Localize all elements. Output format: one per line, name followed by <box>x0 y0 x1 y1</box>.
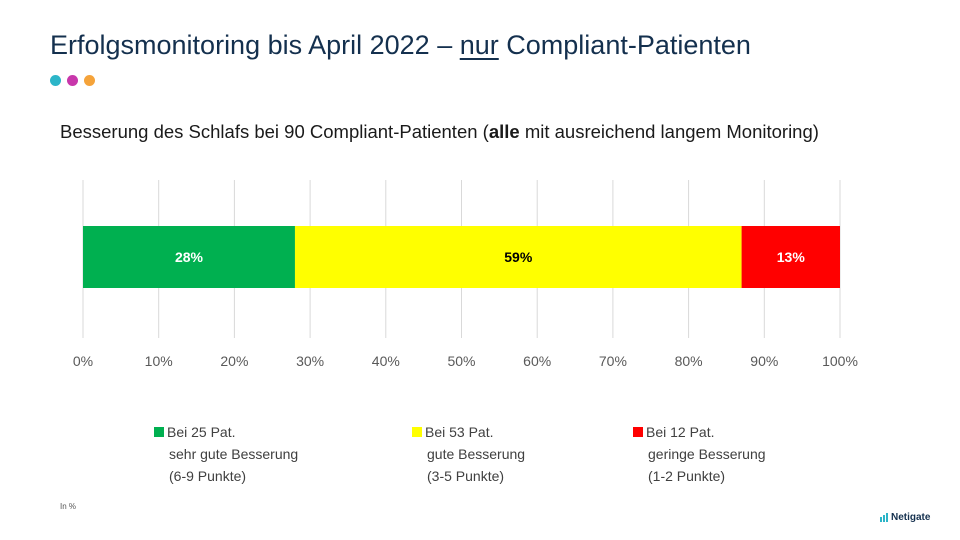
dot-magenta <box>67 75 78 86</box>
brand-logo: Netigate <box>880 512 930 523</box>
legend-swatch-red <box>633 427 643 437</box>
x-tick-label: 80% <box>675 353 703 369</box>
title-suffix: Compliant-Patienten <box>506 30 751 60</box>
x-tick-label: 60% <box>523 353 551 369</box>
bar-segment-1 <box>83 226 295 288</box>
legend-line: geringe Besserung <box>648 446 766 462</box>
footnote: In % <box>60 502 77 511</box>
brand-name: Netigate <box>891 512 931 523</box>
title-highlight: nur <box>459 30 499 60</box>
data-label: 13% <box>777 249 806 265</box>
chart-subtitle: Besserung des Schlafs bei 90 Compliant-P… <box>60 120 840 143</box>
subtitle-bold: alle <box>488 121 520 142</box>
title-prefix: Erfolgsmonitoring bis April 2022 – <box>50 30 453 60</box>
subtitle-part2: mit ausreichend langem Monitoring) <box>519 121 819 142</box>
legend-line: (1-2 Punkte) <box>648 468 726 484</box>
legend-swatch-yellow <box>412 427 422 437</box>
legend-item-gering: Bei 12 Pat. geringe Besserung (1-2 Punkt… <box>633 421 766 487</box>
bar-segment-2 <box>294 226 742 288</box>
legend-line: Bei 53 Pat. <box>425 424 494 440</box>
x-tick-label: 30% <box>296 353 324 369</box>
bar-segment-3 <box>741 226 840 288</box>
x-tick-label: 70% <box>599 353 627 369</box>
x-tick-label: 40% <box>372 353 400 369</box>
data-label: 59% <box>504 249 533 265</box>
netigate-logo-icon <box>880 513 888 522</box>
page-title: Erfolgsmonitoring bis April 2022 – nur C… <box>50 30 751 61</box>
accent-dots <box>50 75 95 86</box>
legend-item-gut: Bei 53 Pat. gute Besserung (3-5 Punkte) <box>412 421 526 487</box>
legend-line: (3-5 Punkte) <box>427 468 505 484</box>
subtitle-part1: Besserung des Schlafs bei 90 Compliant-P… <box>60 121 489 142</box>
x-tick-label: 20% <box>220 353 248 369</box>
legend-line: (6-9 Punkte) <box>169 468 247 484</box>
x-tick-label: 10% <box>145 353 173 369</box>
x-tick-label: 100% <box>822 353 858 369</box>
dot-teal <box>50 75 61 86</box>
x-tick-label: 50% <box>447 353 475 369</box>
legend-swatch-green <box>154 427 164 437</box>
x-tick-label: 90% <box>750 353 778 369</box>
legend-line: Bei 12 Pat. <box>646 424 715 440</box>
data-label: 28% <box>175 249 204 265</box>
legend-item-sehr-gut: Bei 25 Pat. sehr gute Besserung (6-9 Pun… <box>154 421 299 487</box>
legend-line: Bei 25 Pat. <box>167 424 236 440</box>
dot-orange <box>84 75 95 86</box>
legend-line: sehr gute Besserung <box>169 446 299 462</box>
legend-line: gute Besserung <box>427 446 526 462</box>
x-tick-label: 0% <box>73 353 93 369</box>
